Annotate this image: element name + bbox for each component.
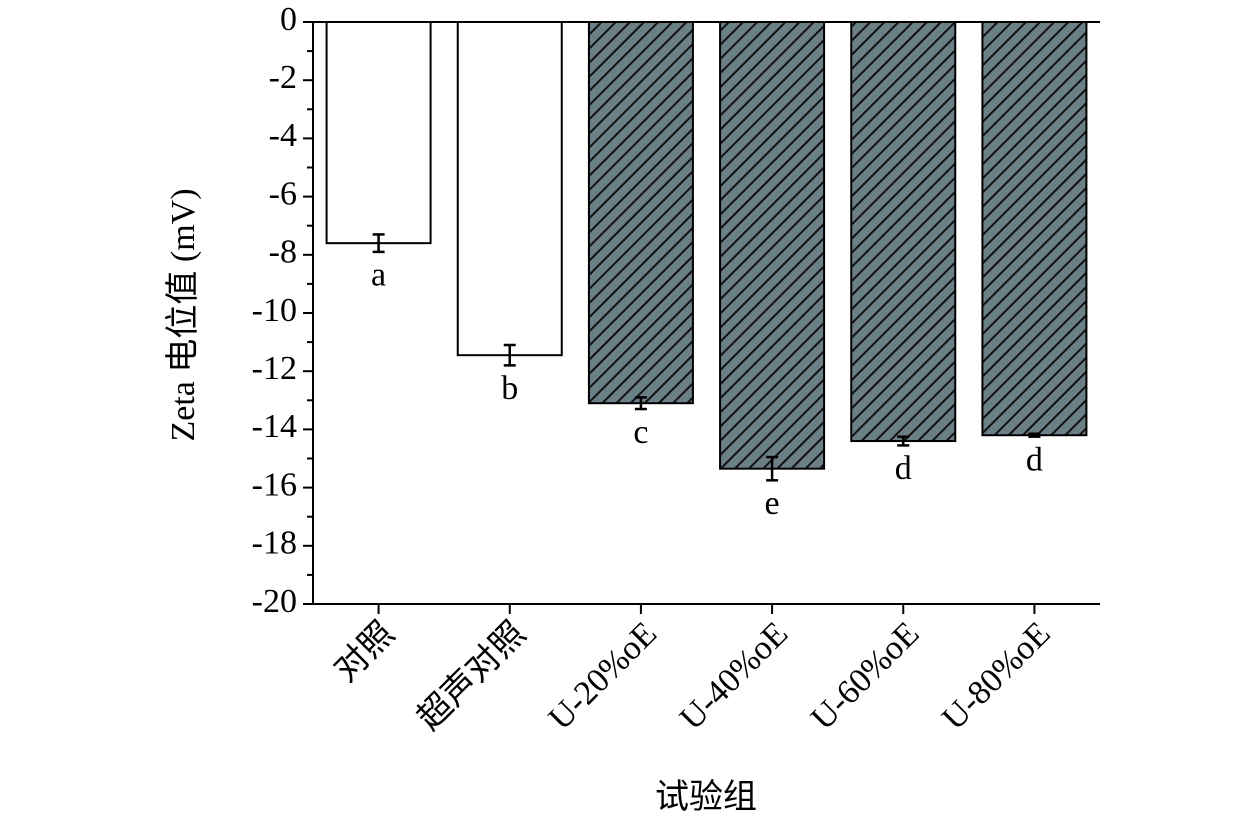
value-label: a — [371, 257, 386, 294]
y-tick-label: -4 — [269, 117, 297, 154]
y-tick-label: -14 — [252, 408, 297, 445]
y-tick-label: -18 — [252, 525, 297, 562]
x-tick-label: 超声对照 — [410, 614, 533, 737]
value-label: d — [1026, 441, 1043, 478]
error-bar — [372, 233, 385, 254]
x-tick-label: 对照 — [327, 614, 402, 689]
bar — [719, 21, 826, 470]
error-bar — [897, 435, 910, 447]
y-tick-label: -6 — [269, 175, 297, 212]
y-tick-label: -8 — [269, 234, 297, 271]
y-tick-label: 0 — [280, 1, 297, 38]
value-label: d — [895, 450, 912, 487]
error-bar — [503, 343, 516, 367]
error-bar — [1028, 432, 1041, 438]
bar — [981, 21, 1088, 437]
error-bar — [634, 396, 647, 411]
error-bar — [766, 455, 779, 482]
x-tick-label: U-20%oE — [542, 615, 664, 737]
y-tick-label: -20 — [252, 583, 297, 620]
x-tick-label: U-40%oE — [673, 615, 795, 737]
y-tick-label: -10 — [252, 292, 297, 329]
y-tick-label: -2 — [269, 59, 297, 96]
y-axis-title: Zeta 电位值 (mV) — [164, 188, 202, 441]
x-axis-title: 试验组 — [655, 778, 757, 816]
y-tick-label: -12 — [252, 350, 297, 387]
x-tick-label: U-80%oE — [935, 615, 1057, 737]
value-label: c — [633, 414, 648, 451]
value-label: e — [765, 485, 780, 522]
y-tick-label: -16 — [252, 466, 297, 503]
bar — [325, 21, 432, 245]
bar — [587, 21, 694, 405]
bar — [850, 21, 957, 443]
x-tick-label: U-60%oE — [804, 615, 926, 737]
value-label: b — [501, 370, 518, 407]
bar — [456, 21, 563, 357]
